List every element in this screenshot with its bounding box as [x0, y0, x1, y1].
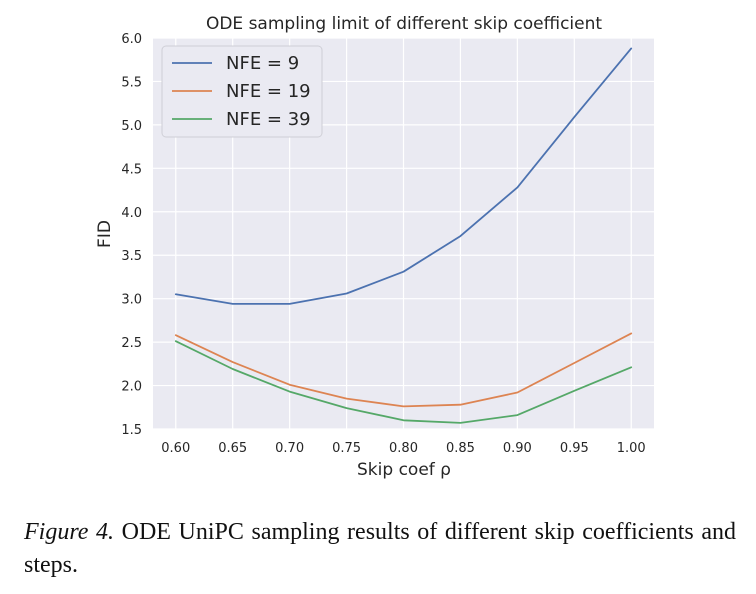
- legend: NFE = 9 NFE = 19 NFE = 39: [161, 45, 323, 138]
- legend-box: [161, 45, 323, 138]
- y-tick-label: 5.5: [121, 75, 142, 90]
- chart-title: ODE sampling limit of different skip coe…: [206, 14, 602, 34]
- y-tick-label: 5.0: [121, 119, 142, 134]
- series-line: [174, 332, 633, 408]
- x-tick-label: 0.95: [560, 441, 589, 456]
- x-tick-label: 0.85: [446, 441, 475, 456]
- y-tick-label: 3.5: [121, 249, 142, 264]
- legend-label: NFE = 9: [226, 53, 299, 74]
- y-tick-labels: 1.5 2.0 2.5 3.0 3.5 4.0 4.5 5.0 5.5 6.0: [121, 32, 142, 438]
- series-line: [174, 340, 633, 424]
- y-tick-label: 1.5: [121, 423, 142, 438]
- y-tick-label: 6.0: [121, 32, 142, 47]
- line-chart: ODE sampling limit of different skip coe…: [95, 14, 654, 480]
- series-line: [174, 47, 633, 305]
- x-tick-label: 0.75: [332, 441, 361, 456]
- legend-label: NFE = 39: [226, 109, 311, 130]
- y-tick-label: 4.5: [121, 162, 142, 177]
- y-tick-label: 2.5: [121, 336, 142, 351]
- y-tick-label: 2.0: [121, 380, 142, 395]
- legend-label: NFE = 19: [226, 81, 311, 102]
- y-tick-label: 4.0: [121, 206, 142, 221]
- x-axis-label: Skip coef ρ: [357, 460, 451, 480]
- x-tick-label: 0.80: [389, 441, 418, 456]
- y-tick-label: 3.0: [121, 293, 142, 308]
- x-tick-label: 1.00: [617, 441, 646, 456]
- caption-text: ODE UniPC sampling results of different …: [24, 519, 736, 578]
- caption-label: Figure 4.: [24, 519, 115, 545]
- x-tick-labels: 0.60 0.65 0.70 0.75 0.80 0.85 0.90 0.95 1.00: [161, 441, 645, 456]
- x-tick-label: 0.65: [218, 441, 247, 456]
- x-tick-label: 0.60: [161, 441, 190, 456]
- figure-caption: Figure 4. ODE UniPC sampling results of …: [24, 516, 736, 582]
- series-lines: [174, 47, 633, 424]
- x-tick-label: 0.90: [503, 441, 532, 456]
- x-tick-label: 0.70: [275, 441, 304, 456]
- y-axis-label: FID: [95, 220, 115, 248]
